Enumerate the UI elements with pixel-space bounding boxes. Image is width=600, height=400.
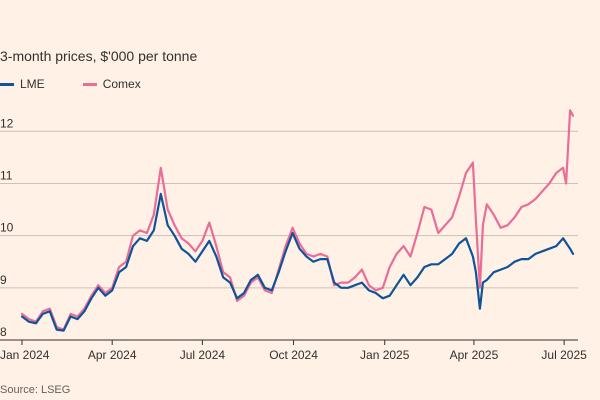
source-note: Source: LSEG <box>0 384 71 396</box>
y-tick-label-11: 11 <box>0 168 13 182</box>
x-tick-label-0: Jan 2024 <box>0 348 50 362</box>
chart-subtitle: 3-month prices, $'000 per tonne <box>0 48 198 64</box>
legend-swatch-lme <box>0 82 14 86</box>
y-tick-label-12: 12 <box>0 116 14 130</box>
axes: 8 9 10 11 12 Jan 2024 Apr 2024 Jul 2024 Oct 2024… <box>0 116 587 362</box>
legend: LME Comex <box>0 77 179 91</box>
series-line-comex <box>20 109 575 331</box>
x-tick-label-4: Jan 2025 <box>360 348 410 362</box>
y-tick-label-9: 9 <box>0 273 7 287</box>
series-lines <box>20 109 575 332</box>
legend-item-comex: Comex <box>82 77 141 91</box>
legend-label-lme: LME <box>20 77 45 91</box>
x-tick-label-6: Jul 2025 <box>541 348 587 362</box>
y-tick-label-10: 10 <box>0 221 14 235</box>
x-tick-label-3: Oct 2024 <box>269 348 318 362</box>
series-line-lme <box>20 192 575 332</box>
legend-swatch-comex <box>82 82 97 86</box>
legend-item-lme: LME <box>0 77 45 91</box>
y-tick-label-8: 8 <box>0 325 7 339</box>
x-tick-label-1: Apr 2024 <box>88 348 137 362</box>
x-tick-label-5: Apr 2025 <box>450 348 499 362</box>
x-tick-label-2: Jul 2024 <box>180 348 226 362</box>
legend-label-comex: Comex <box>102 77 141 91</box>
